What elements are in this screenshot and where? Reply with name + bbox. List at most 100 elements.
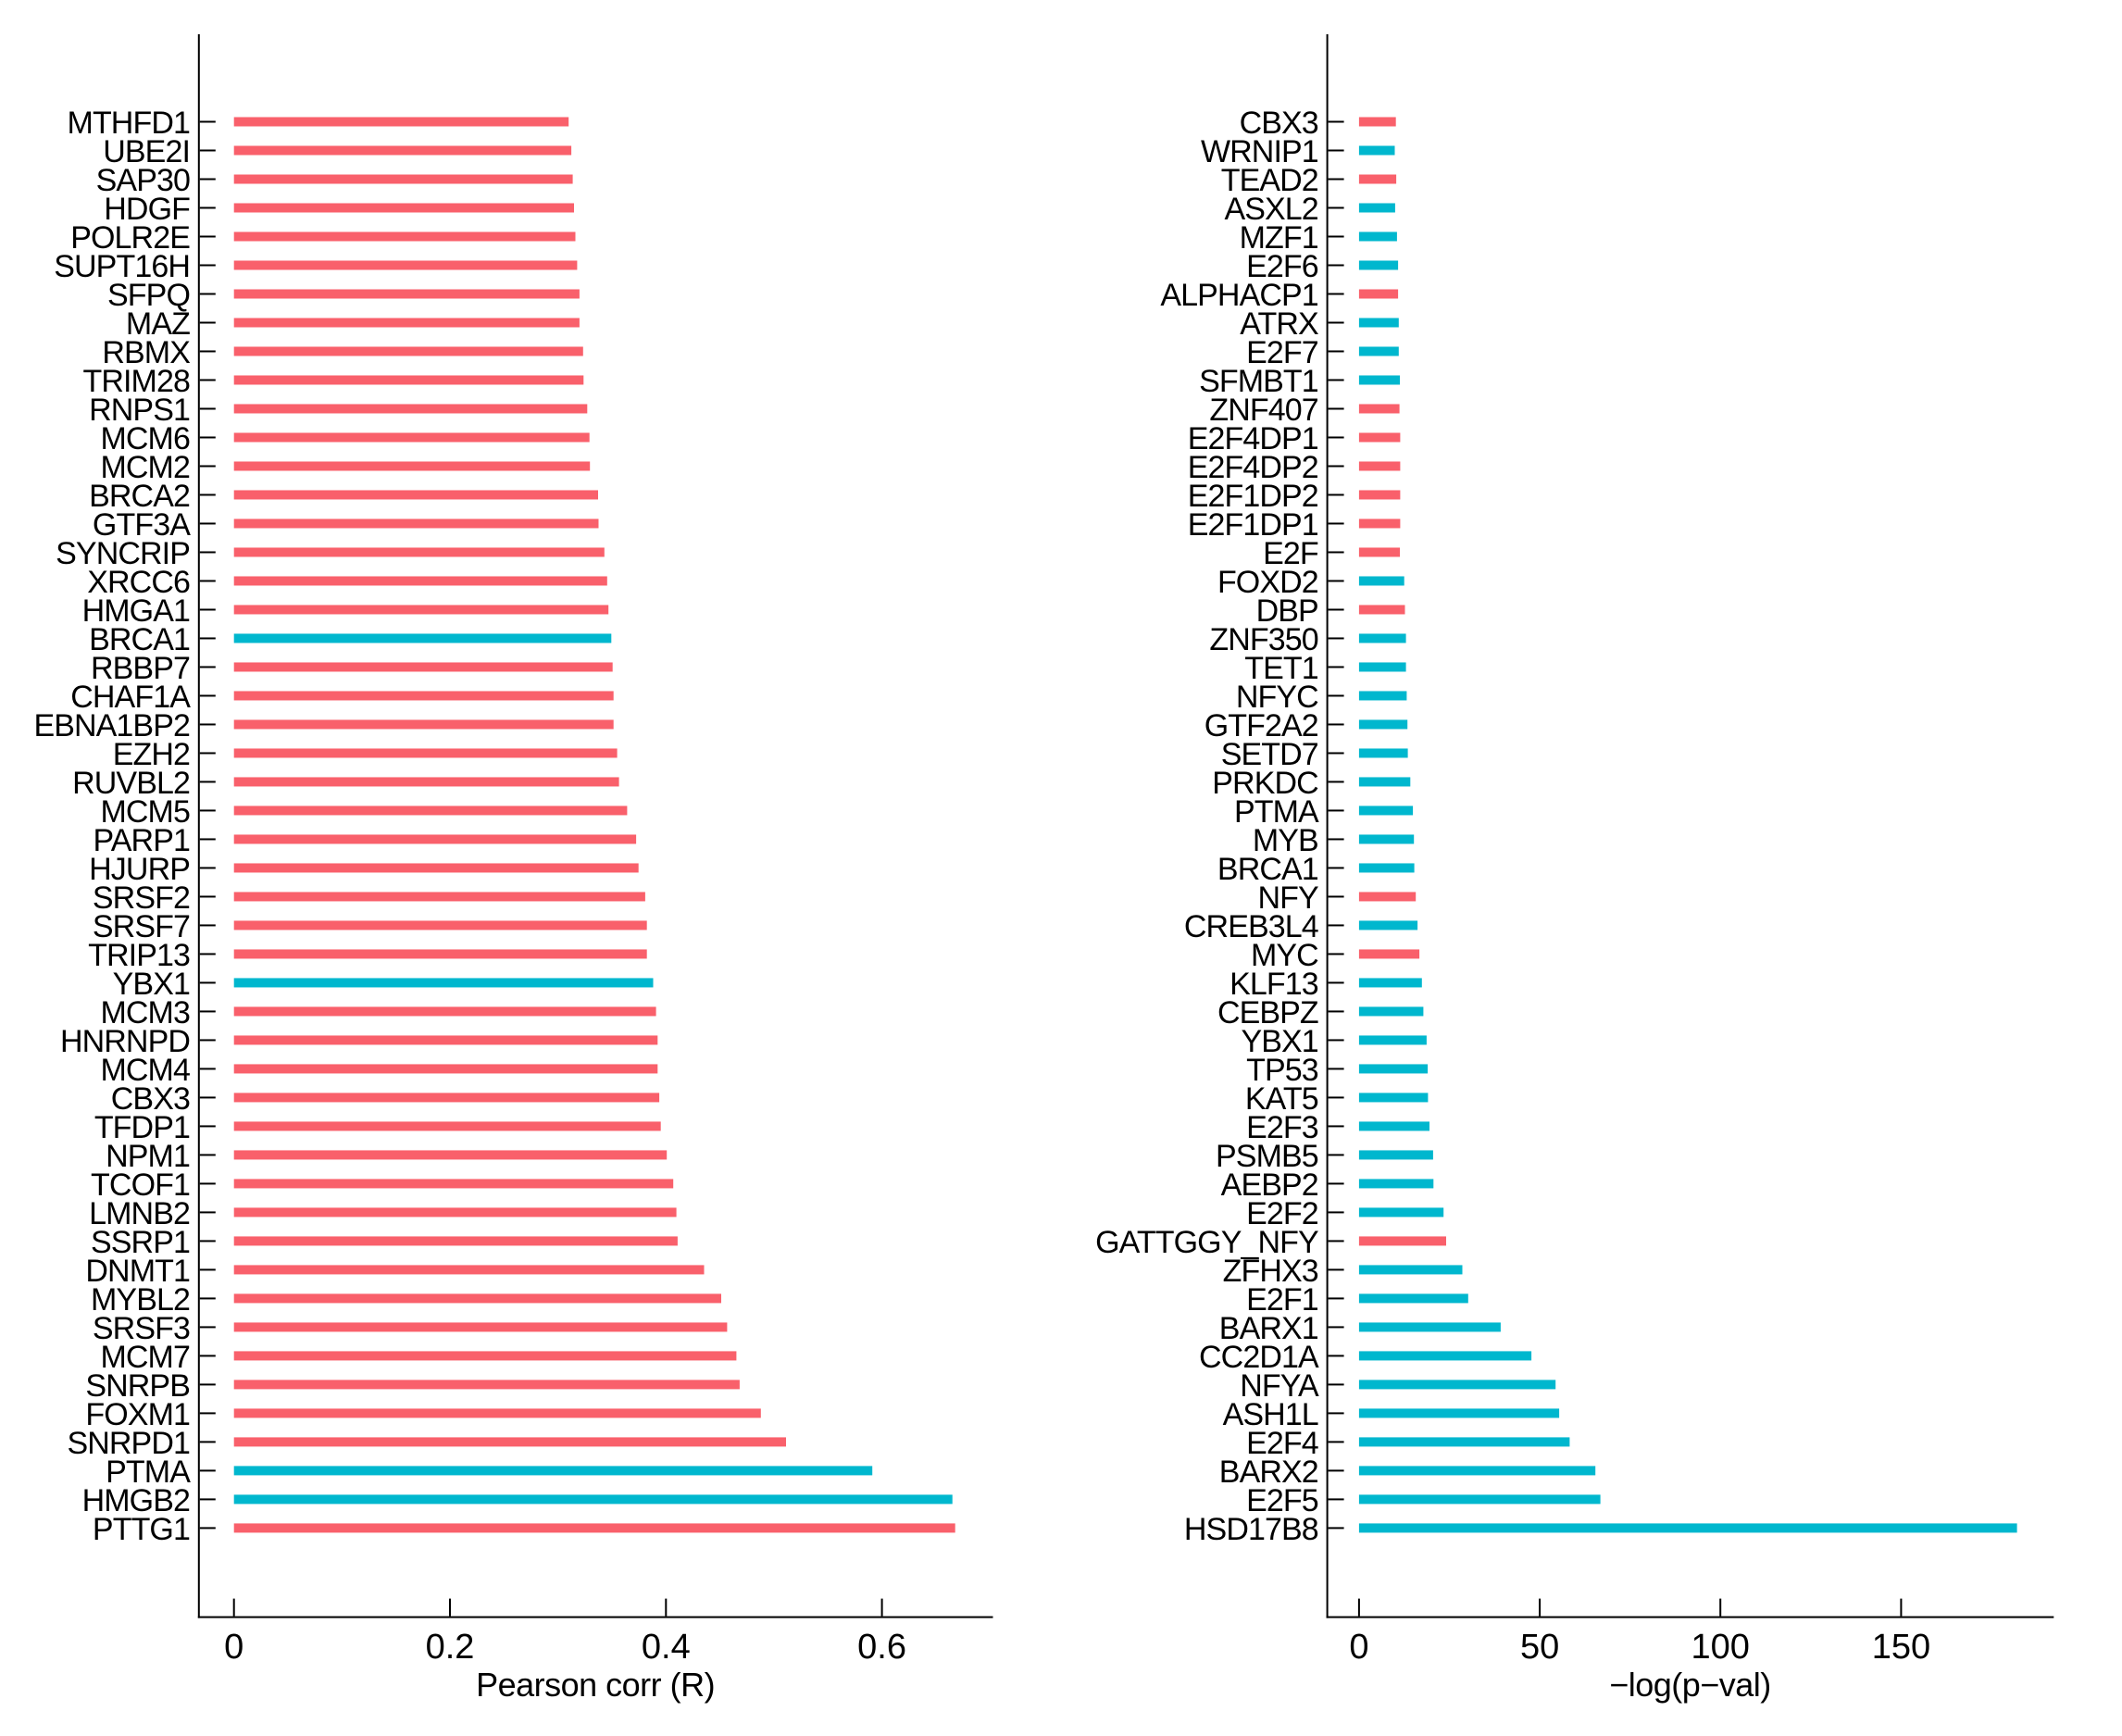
svg-text:SFPQ: SFPQ	[107, 278, 190, 313]
svg-text:HMGB2: HMGB2	[82, 1483, 190, 1518]
svg-text:MCM7: MCM7	[100, 1340, 190, 1375]
svg-text:50: 50	[1520, 1628, 1559, 1667]
svg-text:MCM6: MCM6	[100, 421, 190, 456]
svg-text:SRSF7: SRSF7	[93, 909, 190, 944]
svg-text:TET1: TET1	[1244, 651, 1318, 686]
svg-text:GTF2A2: GTF2A2	[1205, 708, 1318, 743]
svg-text:PRKDC: PRKDC	[1212, 766, 1318, 801]
svg-text:SNRPD1: SNRPD1	[67, 1426, 190, 1461]
svg-text:Pearson corr (R): Pearson corr (R)	[476, 1666, 715, 1704]
svg-text:TRIM28: TRIM28	[82, 364, 190, 399]
svg-text:TP53: TP53	[1246, 1053, 1318, 1088]
svg-text:GTF3A: GTF3A	[93, 507, 191, 543]
svg-text:HDGF: HDGF	[104, 192, 190, 227]
svg-text:BARX1: BARX1	[1219, 1311, 1318, 1346]
svg-text:PARP1: PARP1	[94, 823, 190, 858]
svg-text:DBP: DBP	[1256, 593, 1318, 629]
svg-text:MTHFD1: MTHFD1	[68, 106, 190, 141]
svg-text:PTTG1: PTTG1	[93, 1512, 190, 1547]
svg-text:MCM3: MCM3	[100, 995, 190, 1030]
svg-text:NPM1: NPM1	[106, 1139, 190, 1174]
svg-text:PSMB5: PSMB5	[1216, 1139, 1318, 1174]
svg-text:ZFHX3: ZFHX3	[1223, 1254, 1318, 1289]
svg-text:BRCA1: BRCA1	[1217, 852, 1318, 887]
svg-text:KLF13: KLF13	[1230, 967, 1318, 1002]
svg-text:0.4: 0.4	[642, 1628, 691, 1667]
svg-text:LMNB2: LMNB2	[89, 1196, 190, 1231]
svg-text:CEBPZ: CEBPZ	[1217, 995, 1318, 1030]
svg-text:E2F: E2F	[1263, 536, 1318, 571]
svg-text:BRCA1: BRCA1	[89, 622, 190, 657]
svg-text:FOXD2: FOXD2	[1217, 565, 1318, 600]
svg-text:MCM4: MCM4	[100, 1053, 190, 1088]
svg-text:MCM2: MCM2	[100, 450, 190, 485]
svg-text:100: 100	[1691, 1628, 1749, 1667]
svg-text:CREB3L4: CREB3L4	[1184, 909, 1318, 944]
svg-text:SNRPB: SNRPB	[85, 1368, 190, 1404]
svg-text:MYBL2: MYBL2	[91, 1282, 190, 1318]
svg-text:ALPHACP1: ALPHACP1	[1160, 278, 1317, 313]
svg-text:UBE2I: UBE2I	[103, 134, 190, 169]
svg-text:SRSF2: SRSF2	[93, 880, 190, 916]
svg-text:SUPT16H: SUPT16H	[54, 249, 190, 284]
svg-text:NFYA: NFYA	[1240, 1368, 1319, 1404]
svg-text:E2F1DP1: E2F1DP1	[1188, 507, 1318, 543]
svg-text:TFDP1: TFDP1	[94, 1110, 190, 1145]
svg-text:AEBP2: AEBP2	[1221, 1168, 1318, 1203]
svg-text:TRIP13: TRIP13	[88, 938, 190, 973]
svg-text:SAP30: SAP30	[96, 163, 190, 198]
svg-text:CBX3: CBX3	[1240, 106, 1318, 141]
svg-text:ATRX: ATRX	[1240, 306, 1318, 342]
svg-text:E2F2: E2F2	[1246, 1196, 1318, 1231]
svg-text:EZH2: EZH2	[113, 737, 190, 772]
svg-text:0.2: 0.2	[426, 1628, 475, 1667]
svg-text:RNPS1: RNPS1	[89, 393, 190, 428]
svg-text:E2F4DP1: E2F4DP1	[1188, 421, 1318, 456]
svg-text:XRCC6: XRCC6	[87, 565, 190, 600]
svg-text:MAZ: MAZ	[126, 306, 190, 342]
svg-text:0: 0	[1349, 1628, 1368, 1667]
svg-text:BARX2: BARX2	[1219, 1455, 1318, 1490]
svg-text:PTMA: PTMA	[106, 1455, 191, 1490]
svg-text:DNMT1: DNMT1	[85, 1254, 190, 1289]
svg-text:RUVBL2: RUVBL2	[72, 766, 190, 801]
svg-text:RBBP7: RBBP7	[91, 651, 190, 686]
svg-text:E2F1DP2: E2F1DP2	[1188, 479, 1318, 514]
svg-text:CHAF1A: CHAF1A	[70, 680, 191, 715]
svg-text:CBX3: CBX3	[111, 1081, 190, 1117]
svg-text:ASH1L: ASH1L	[1223, 1397, 1318, 1432]
svg-text:MCM5: MCM5	[100, 794, 190, 830]
svg-text:0: 0	[224, 1628, 243, 1667]
svg-text:E2F1: E2F1	[1246, 1282, 1318, 1318]
svg-text:HNRNPD: HNRNPD	[60, 1024, 190, 1059]
svg-text:SFMBT1: SFMBT1	[1199, 364, 1318, 399]
svg-text:SRSF3: SRSF3	[93, 1311, 190, 1346]
svg-text:RBMX: RBMX	[102, 335, 190, 370]
svg-text:YBX1: YBX1	[1241, 1024, 1317, 1059]
svg-text:EBNA1BP2: EBNA1BP2	[33, 708, 190, 743]
svg-text:E2F7: E2F7	[1246, 335, 1318, 370]
svg-text:E2F6: E2F6	[1246, 249, 1318, 284]
svg-text:0.6: 0.6	[857, 1628, 906, 1667]
svg-text:GATTGGY_NFY: GATTGGY_NFY	[1095, 1225, 1318, 1260]
svg-text:NFY: NFY	[1257, 880, 1318, 916]
svg-text:POLR2E: POLR2E	[70, 220, 190, 256]
svg-text:FOXM1: FOXM1	[85, 1397, 190, 1432]
svg-text:MZF1: MZF1	[1240, 220, 1318, 256]
svg-text:MYB: MYB	[1253, 823, 1318, 858]
svg-text:NFYC: NFYC	[1236, 680, 1318, 715]
svg-text:E2F4DP2: E2F4DP2	[1188, 450, 1318, 485]
svg-text:150: 150	[1872, 1628, 1930, 1667]
svg-text:HSD17B8: HSD17B8	[1184, 1512, 1318, 1547]
svg-text:BRCA2: BRCA2	[89, 479, 190, 514]
svg-text:E2F4: E2F4	[1246, 1426, 1318, 1461]
svg-text:E2F3: E2F3	[1246, 1110, 1318, 1145]
svg-text:PTMA: PTMA	[1234, 794, 1319, 830]
svg-text:KAT5: KAT5	[1245, 1081, 1318, 1117]
svg-text:MYC: MYC	[1251, 938, 1318, 973]
svg-text:E2F5: E2F5	[1246, 1483, 1318, 1518]
svg-text:WRNIP1: WRNIP1	[1201, 134, 1318, 169]
svg-text:SETD7: SETD7	[1221, 737, 1318, 772]
svg-text:HMGA1: HMGA1	[82, 593, 190, 629]
svg-text:YBX1: YBX1	[113, 967, 190, 1002]
